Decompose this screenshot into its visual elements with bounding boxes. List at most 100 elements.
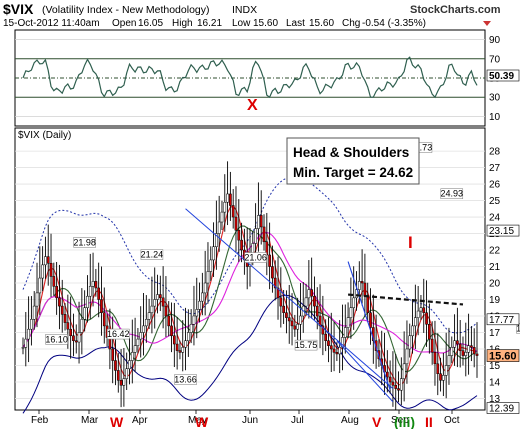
candle-body: [290, 320, 294, 327]
candle-body: [411, 325, 414, 337]
chg-value: -0.54 (-3.35%): [362, 18, 426, 29]
candle-body: [24, 338, 28, 348]
candle-body: [35, 292, 39, 307]
candle-body: [184, 340, 187, 348]
candle-body: [46, 256, 50, 264]
candle-body: [86, 295, 89, 309]
price-tick-label: 25: [489, 196, 501, 207]
candle-body: [273, 277, 277, 289]
annotation-line-1: Head & Shoulders: [293, 145, 409, 160]
right-value-text: 23.15: [489, 226, 514, 237]
candle-body: [422, 307, 426, 313]
blue-channel-line-1: [185, 208, 394, 389]
price-tick-label: 13: [489, 394, 501, 405]
chg-label: Chg: [342, 18, 360, 29]
right-value-text: 12.39: [489, 404, 514, 415]
exchange: INDX: [232, 4, 257, 16]
price-tick-label: 26: [489, 180, 501, 191]
candle-body: [299, 315, 302, 325]
candle-body: [161, 297, 165, 307]
blue-channel-line-2: [336, 340, 394, 403]
price-label: 16.42: [107, 329, 130, 339]
blue-decline-line: [347, 261, 391, 391]
candle-body: [310, 289, 314, 297]
candle-body: [257, 215, 260, 229]
month-label: Aug: [341, 415, 359, 426]
price-ticks: 13141516171819202122232425262728: [489, 147, 501, 405]
candle-body: [97, 287, 101, 300]
right-value-tag: [486, 313, 520, 326]
candle-body: [346, 317, 350, 328]
candle-body: [338, 347, 342, 355]
candle-body: [450, 347, 454, 356]
candle-body: [41, 264, 44, 279]
candle-body: [234, 216, 238, 231]
logo: StockCharts.com: [410, 4, 501, 16]
candle-body: [321, 325, 325, 335]
candle-body: [102, 312, 106, 327]
candle-body: [201, 292, 204, 302]
candle-body: [329, 345, 333, 350]
price-label: 16.10: [45, 334, 68, 344]
candle-body: [167, 315, 171, 327]
candle-body: [296, 323, 299, 330]
candle-body: [385, 371, 389, 378]
candle-body: [433, 352, 437, 365]
candle-body: [147, 312, 151, 320]
candle-body: [122, 378, 126, 386]
candle-body: [231, 205, 235, 218]
price-label: 13.66: [174, 375, 197, 385]
dropdown-arrow-icon[interactable]: [483, 21, 491, 26]
candle-body: [366, 295, 370, 313]
candle-body: [405, 348, 409, 365]
rsi-tick-label: 70: [489, 54, 501, 65]
month-label: Oct: [444, 415, 460, 426]
price-tick-label: 24: [489, 213, 501, 224]
candle-body: [240, 239, 243, 251]
cycle-label: V: [372, 414, 382, 429]
candle-body: [313, 295, 316, 307]
price-label: 21.06: [244, 253, 267, 263]
annotation-box: [286, 137, 420, 185]
price-tick-label: 22: [489, 246, 501, 257]
candle-body: [189, 323, 193, 333]
candle-body: [285, 312, 288, 318]
cycle-label: W: [110, 414, 124, 429]
rsi-line: [22, 56, 478, 99]
candle-body: [178, 350, 182, 353]
candle-body: [192, 315, 196, 325]
candle-body: [88, 286, 92, 297]
price-tick-label: 27: [489, 163, 501, 174]
rsi-last-tag: [486, 69, 520, 82]
candle-body: [44, 256, 47, 266]
candle-body: [27, 328, 30, 340]
price-label-box: [294, 339, 318, 351]
candle-body: [195, 309, 199, 317]
candle-body: [442, 375, 445, 381]
candle-body: [66, 322, 70, 330]
candle-body: [304, 297, 308, 307]
candle-body: [175, 343, 179, 351]
candle-body: [94, 281, 98, 289]
candle-body: [133, 345, 137, 353]
right-value-tag: [486, 224, 520, 237]
low-label: Low: [232, 18, 251, 29]
candle-body: [444, 365, 448, 376]
month-label: Apr: [132, 415, 148, 426]
price-tick-label: 21: [489, 262, 501, 273]
last-price-text: 15.60: [489, 351, 517, 363]
price-label-box: [174, 374, 197, 385]
candle-body: [343, 327, 347, 338]
month-label: Sep: [391, 415, 409, 426]
candle-body: [55, 286, 58, 299]
candle-body: [74, 340, 78, 343]
candle-body: [268, 254, 271, 267]
candle-body: [229, 193, 232, 206]
annotation-line-2: Min. Target = 24.62: [293, 165, 413, 180]
candle-body: [58, 297, 61, 307]
candle-body: [369, 312, 372, 328]
cycle-label: (iii): [394, 414, 415, 429]
candle-body: [209, 259, 213, 272]
candle-body: [307, 289, 311, 299]
